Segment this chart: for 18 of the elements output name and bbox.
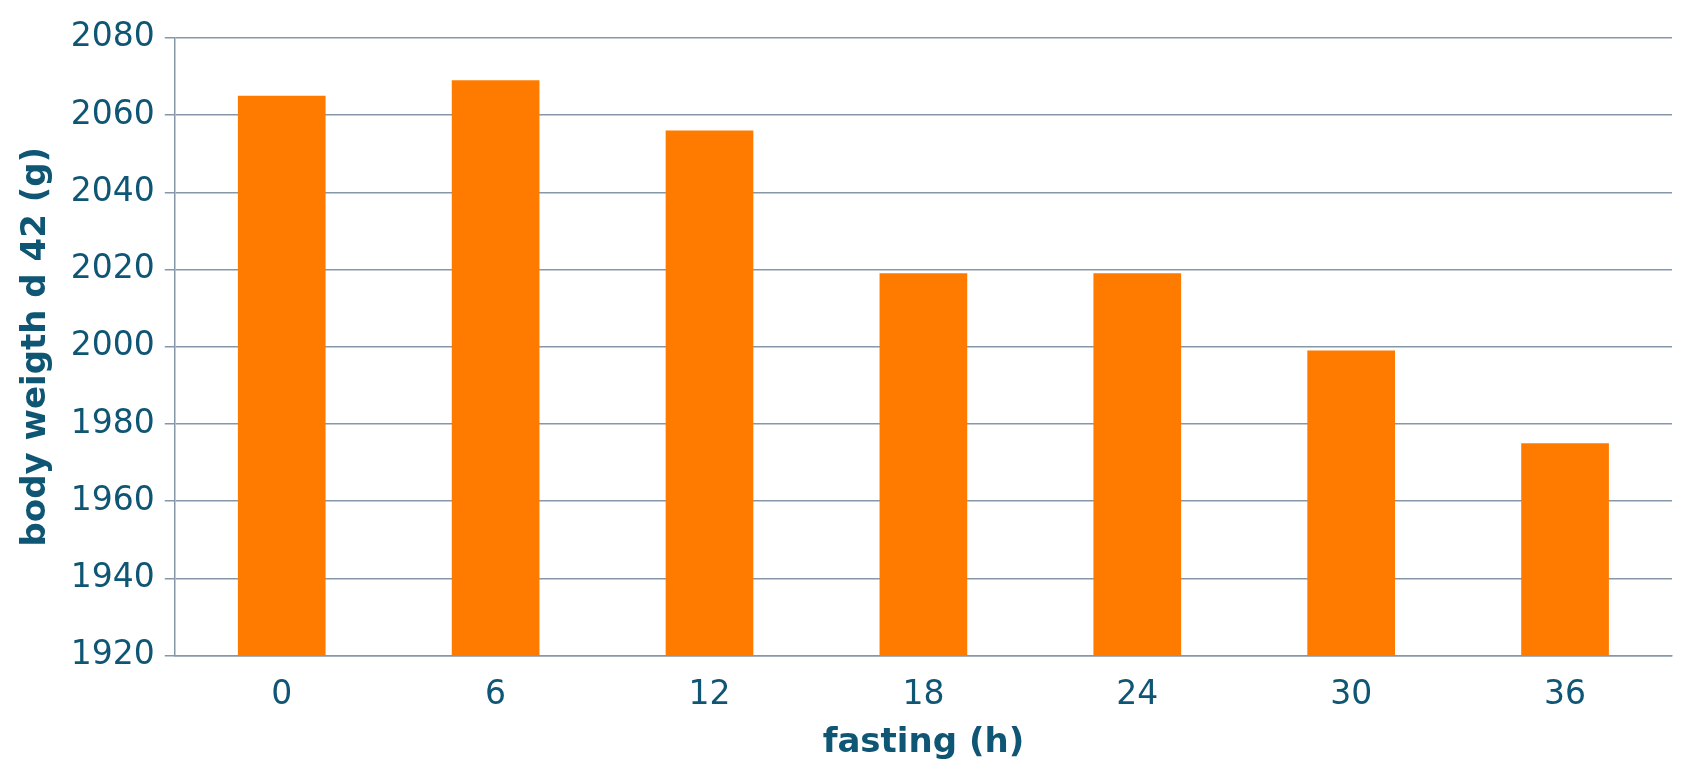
y-tick-label: 1960: [70, 478, 155, 518]
x-tick-label: 12: [688, 672, 731, 712]
y-tick-label: 2020: [70, 247, 155, 287]
y-tick-label: 1920: [70, 633, 155, 673]
x-tick-label: 6: [485, 672, 507, 712]
x-tick-label: 36: [1544, 672, 1587, 712]
x-axis-title: fasting (h): [822, 720, 1025, 761]
x-tick-label: 18: [902, 672, 945, 712]
x-tick-label: 0: [271, 672, 293, 712]
y-tick-label: 2000: [70, 324, 155, 364]
y-tick-label: 1940: [70, 555, 155, 595]
y-tick-label: 2040: [70, 169, 155, 209]
y-tick-label: 2060: [70, 92, 155, 132]
y-tick-label: 2080: [70, 15, 155, 55]
y-tick-label: 1980: [70, 401, 155, 441]
x-tick-label: 30: [1330, 672, 1373, 712]
y-axis-title: body weigth d 42 (g): [13, 146, 54, 547]
x-tick-label: 24: [1116, 672, 1159, 712]
